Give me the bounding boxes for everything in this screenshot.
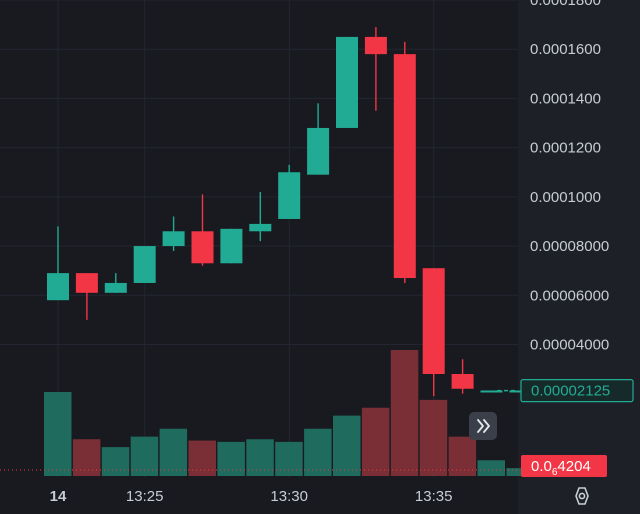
grid-lines — [0, 0, 518, 478]
volume-bar — [506, 468, 534, 476]
volume-bar — [44, 392, 72, 476]
candle[interactable] — [220, 228, 243, 264]
volume-bar — [275, 441, 303, 476]
candle[interactable] — [133, 246, 156, 283]
volume-value-suffix: 4204 — [557, 458, 590, 475]
volume-value-prefix: 0.0 — [531, 458, 552, 475]
candle-body — [364, 36, 387, 55]
volume-bar — [159, 428, 188, 476]
candle-body — [336, 36, 358, 128]
x-tick-label: 13:30 — [270, 488, 308, 505]
candle-body — [422, 268, 445, 374]
candle-body — [278, 172, 301, 219]
candles[interactable] — [47, 27, 532, 397]
candle[interactable] — [364, 27, 387, 111]
candle-body — [307, 127, 330, 175]
price-axis-panel — [518, 0, 640, 514]
last-price-badge: 0.00002125 — [520, 379, 634, 403]
candle-body — [393, 54, 416, 279]
volume-bar — [188, 440, 216, 476]
volume-bar — [304, 428, 332, 476]
candle[interactable] — [422, 268, 445, 397]
y-tick-label: 0.00008000 — [530, 238, 609, 255]
volume-bar — [390, 350, 419, 476]
time-axis[interactable]: 14 13:25 13:30 13:35 — [50, 488, 453, 505]
volume-bar — [361, 407, 390, 476]
y-tick-label: 0.0001200 — [530, 140, 601, 157]
candle[interactable] — [75, 273, 98, 320]
candle[interactable] — [249, 191, 272, 242]
volume-value-badge: 0.064204 — [521, 455, 607, 478]
candle-body — [133, 246, 156, 283]
volume-bar — [217, 441, 245, 476]
x-tick-label: 13:35 — [415, 488, 453, 505]
candle-body — [451, 374, 474, 389]
y-tick-label: 0.00004000 — [530, 336, 609, 353]
candle[interactable] — [451, 359, 474, 394]
volume-bar — [448, 436, 477, 476]
candle[interactable] — [47, 226, 69, 301]
chart-settings-button[interactable] — [575, 487, 589, 505]
scroll-to-latest-button[interactable] — [469, 412, 497, 440]
candle-body — [480, 390, 503, 393]
volume-bar — [477, 460, 505, 476]
y-tick-label: 0.0001800 — [530, 0, 601, 9]
candle[interactable] — [104, 273, 127, 293]
y-tick-label: 0.0001600 — [530, 41, 601, 58]
y-tick-label: 0.00006000 — [530, 287, 609, 304]
x-tick-label: 13:25 — [126, 488, 164, 505]
last-price-value: 0.00002125 — [531, 383, 610, 400]
candle-body — [162, 231, 185, 247]
candle[interactable] — [307, 103, 330, 175]
candle[interactable] — [162, 216, 185, 251]
volume-bars — [44, 350, 534, 476]
candle-body — [104, 282, 127, 293]
volume-bar — [101, 447, 130, 476]
x-tick-label: 14 — [50, 488, 67, 505]
candle[interactable] — [480, 390, 503, 393]
y-tick-label: 0.0001400 — [530, 90, 601, 107]
candle[interactable] — [393, 41, 416, 283]
volume-bar — [130, 436, 159, 476]
volume-bar — [333, 415, 361, 476]
volume-value-subscript: 6 — [552, 467, 558, 478]
price-lines — [0, 389, 518, 471]
volume-bar — [72, 439, 101, 476]
double-chevron-right-icon — [477, 419, 490, 433]
y-tick-label: 0.0001000 — [530, 189, 601, 206]
candle-body — [47, 273, 69, 301]
gear-icon — [575, 487, 589, 505]
candle-body — [249, 223, 272, 232]
volume-bar — [419, 399, 448, 476]
candle-body — [191, 231, 214, 264]
candle[interactable] — [336, 36, 358, 128]
price-axis[interactable]: 0.00004000 0.00006000 0.00008000 0.0001000 0… — [520, 0, 634, 478]
candle-body — [220, 228, 243, 264]
volume-value: 0.064204 — [531, 458, 591, 478]
candle-body — [75, 273, 98, 293]
candle[interactable] — [278, 164, 301, 219]
candle[interactable] — [191, 194, 214, 266]
